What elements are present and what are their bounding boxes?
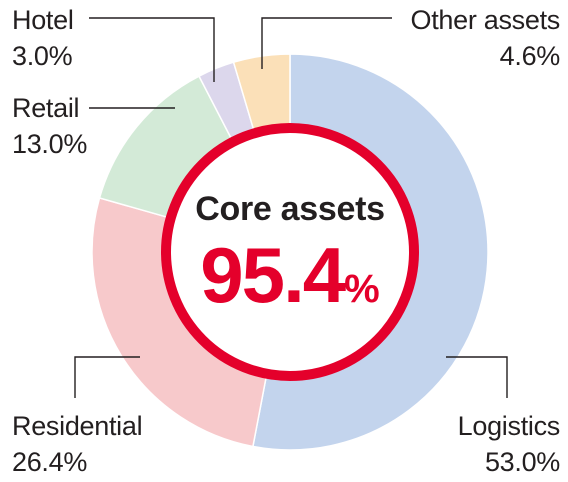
label-logistics-name: Logistics [457, 411, 561, 441]
center-value: 95.4% [200, 230, 379, 321]
center-title: Core assets [195, 190, 385, 228]
label-residential-name: Residential [12, 411, 143, 441]
label-retail-name: Retail [12, 93, 80, 123]
label-hotel: Hotel 3.0% [12, 2, 74, 74]
label-retail: Retail 13.0% [12, 90, 87, 162]
residential-leader-line [74, 356, 140, 398]
label-hotel-name: Hotel [12, 5, 74, 35]
label-residential: Residential 26.4% [12, 408, 143, 480]
label-other-assets-name: Other assets [410, 5, 561, 35]
label-residential-value: 26.4% [12, 447, 88, 477]
label-other-assets-value: 4.6% [499, 41, 561, 71]
logistics-leader-line [446, 356, 508, 398]
core-assets-ring [161, 123, 419, 381]
label-other-assets: Other assets 4.6% [410, 2, 561, 74]
donut-slices [91, 53, 489, 451]
other-assets-leader-line [261, 17, 392, 69]
label-logistics-value: 53.0% [484, 447, 560, 477]
center-value-unit: % [344, 267, 380, 311]
label-logistics: Logistics 53.0% [457, 408, 561, 480]
hotel-leader-line [89, 17, 215, 82]
label-retail-value: 13.0% [12, 129, 88, 159]
label-hotel-value: 3.0% [12, 41, 73, 71]
label-leader-lines [74, 17, 508, 398]
center-value-number: 95.4 [200, 231, 346, 319]
